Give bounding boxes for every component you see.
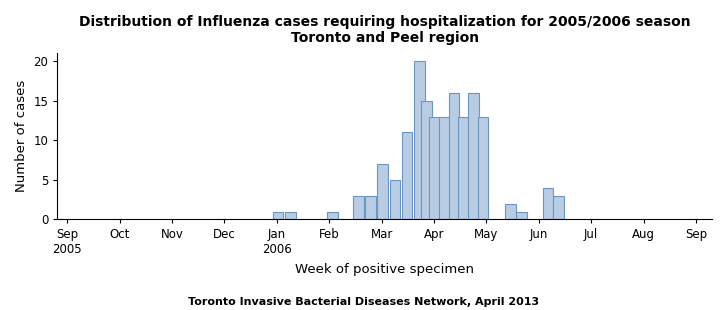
Bar: [353, 196, 364, 219]
Bar: [505, 204, 516, 219]
Y-axis label: Number of cases: Number of cases: [15, 80, 28, 193]
Bar: [366, 196, 377, 219]
Bar: [401, 132, 412, 219]
Bar: [285, 211, 296, 219]
Bar: [327, 211, 338, 219]
Bar: [390, 180, 401, 219]
Bar: [516, 211, 527, 219]
Bar: [430, 117, 440, 219]
Bar: [273, 211, 284, 219]
Bar: [542, 188, 553, 219]
Bar: [478, 117, 489, 219]
Bar: [414, 61, 425, 219]
Bar: [377, 164, 388, 219]
Title: Distribution of Influenza cases requiring hospitalization for 2005/2006 season
T: Distribution of Influenza cases requirin…: [79, 15, 691, 45]
Bar: [449, 93, 459, 219]
Text: Toronto Invasive Bacterial Diseases Network, April 2013: Toronto Invasive Bacterial Diseases Netw…: [188, 297, 539, 307]
Bar: [458, 117, 469, 219]
Bar: [553, 196, 564, 219]
X-axis label: Week of positive specimen: Week of positive specimen: [295, 264, 474, 277]
Bar: [439, 117, 450, 219]
Bar: [468, 93, 479, 219]
Bar: [421, 101, 432, 219]
